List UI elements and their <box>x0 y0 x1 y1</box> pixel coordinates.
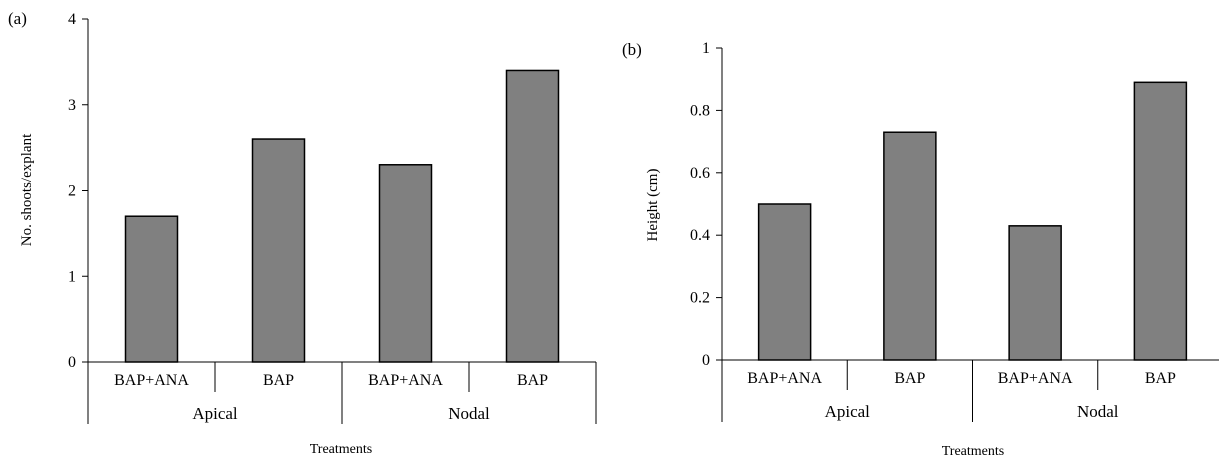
y-tick-label: 0.4 <box>690 227 710 244</box>
x-axis-label-b: Treatments <box>942 444 1004 459</box>
y-tick-label: 0.8 <box>690 102 710 119</box>
category-label: BAP+ANA <box>368 372 443 389</box>
y-tick-label: 0.2 <box>690 290 710 307</box>
chart-panel-b: (b) 0 0.2 0.4 0.6 0.8 1 BAP+ANA BAP BAP+ANA BAP A… <box>622 40 1219 459</box>
y-axis-ticks-b: 0 0.2 0.4 0.6 0.8 1 <box>690 40 723 369</box>
category-label: BAP+ANA <box>998 370 1073 387</box>
y-tick-label: 0 <box>68 354 76 371</box>
y-tick-label: 2 <box>68 183 76 200</box>
y-tick-label: 1 <box>702 40 710 57</box>
y-tick-label: 0 <box>702 352 710 369</box>
category-label: BAP <box>263 372 294 389</box>
category-label: BAP <box>1145 370 1176 387</box>
panel-label-a: (a) <box>8 9 27 28</box>
panel-label-b: (b) <box>622 40 642 59</box>
y-tick-label: 0.6 <box>690 165 710 182</box>
category-label: BAP <box>517 372 548 389</box>
group-label: Nodal <box>1077 402 1119 421</box>
bar <box>1133 81 1188 361</box>
category-label: BAP+ANA <box>114 372 189 389</box>
category-label: BAP <box>894 370 925 387</box>
y-axis-ticks-a: 0 1 2 3 4 <box>68 11 89 371</box>
y-tick-label: 3 <box>68 97 76 114</box>
group-label: Apical <box>192 404 238 423</box>
bar <box>1008 225 1062 361</box>
bar <box>251 138 306 363</box>
bars-b <box>757 81 1188 361</box>
y-tick-label: 4 <box>68 11 76 28</box>
y-axis-label-b: Height (cm) <box>645 169 661 242</box>
bar <box>124 215 179 363</box>
bars-a <box>124 69 560 363</box>
x-axis-label-a: Treatments <box>310 442 372 457</box>
bar <box>757 203 812 361</box>
x-axis-a: BAP+ANA BAP BAP+ANA BAP Apical Nodal <box>87 361 597 424</box>
category-label: BAP+ANA <box>747 370 822 387</box>
y-axis-label-a: No. shoots/explant <box>19 133 35 246</box>
y-tick-label: 1 <box>68 268 76 285</box>
group-label: Apical <box>825 402 871 421</box>
chart-panel-a: (a) 0 1 2 3 4 BAP+ANA BAP BAP+ANA BAP Apical Noda… <box>8 9 597 457</box>
bar <box>505 69 560 363</box>
bar <box>883 131 937 361</box>
group-label: Nodal <box>448 404 490 423</box>
bar <box>378 164 433 363</box>
x-axis-b: BAP+ANA BAP BAP+ANA BAP Apical Nodal <box>721 359 1219 422</box>
